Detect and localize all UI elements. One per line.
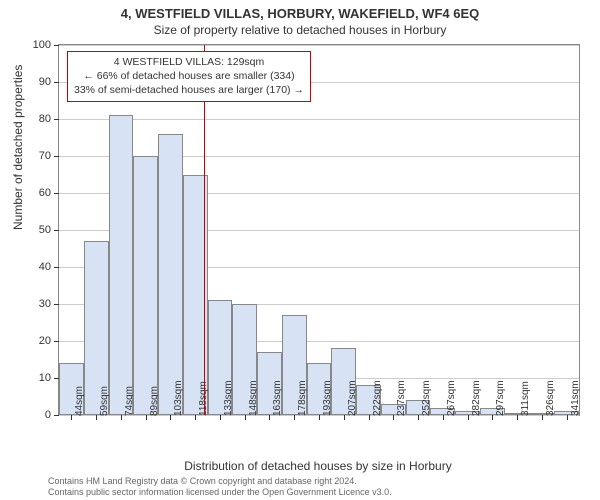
y-tick-label: 40	[39, 261, 51, 273]
callout-line: 33% of semi-detached houses are larger (…	[74, 83, 304, 97]
footer-line-2: Contains public sector information licen…	[48, 487, 392, 498]
y-tick-label: 100	[33, 39, 51, 51]
y-tick	[54, 304, 59, 305]
x-tick	[195, 415, 196, 420]
x-tick	[146, 415, 147, 420]
y-tick	[54, 230, 59, 231]
footer-line-1: Contains HM Land Registry data © Crown c…	[48, 476, 392, 487]
y-tick	[54, 156, 59, 157]
x-tick	[418, 415, 419, 420]
x-tick-label: 297sqm	[495, 380, 506, 416]
x-tick	[393, 415, 394, 420]
x-tick	[567, 415, 568, 420]
x-tick	[121, 415, 122, 420]
x-tick	[468, 415, 469, 420]
y-tick-label: 70	[39, 150, 51, 162]
x-tick	[319, 415, 320, 420]
x-tick	[245, 415, 246, 420]
x-tick	[369, 415, 370, 420]
y-tick-label: 20	[39, 335, 51, 347]
x-tick	[517, 415, 518, 420]
histogram-bar	[109, 115, 134, 415]
callout-line: ← 66% of detached houses are smaller (33…	[74, 69, 304, 83]
y-axis-title: Number of detached properties	[11, 65, 25, 230]
y-tick-label: 30	[39, 298, 51, 310]
footer-attribution: Contains HM Land Registry data © Crown c…	[48, 476, 392, 498]
x-tick	[443, 415, 444, 420]
y-tick-label: 60	[39, 187, 51, 199]
x-axis-title: Distribution of detached houses by size …	[58, 459, 578, 473]
x-tick	[220, 415, 221, 420]
y-tick	[54, 82, 59, 83]
y-tick	[54, 45, 59, 46]
x-tick-label: 311sqm	[520, 381, 531, 416]
y-tick	[54, 193, 59, 194]
x-tick	[542, 415, 543, 420]
plot-area: 010203040506070809010044sqm59sqm74sqm89s…	[58, 44, 580, 416]
grid-line	[59, 119, 579, 120]
y-tick-label: 0	[45, 409, 51, 421]
x-tick	[170, 415, 171, 420]
y-tick-label: 10	[39, 372, 51, 384]
x-tick	[269, 415, 270, 420]
histogram-bar	[158, 134, 183, 415]
x-tick	[71, 415, 72, 420]
histogram-bar	[133, 156, 158, 415]
grid-line	[59, 45, 579, 46]
y-tick	[54, 267, 59, 268]
chart-subtitle: Size of property relative to detached ho…	[0, 21, 600, 37]
y-tick	[54, 119, 59, 120]
x-tick	[492, 415, 493, 420]
y-tick-label: 50	[39, 224, 51, 236]
y-tick-label: 80	[39, 113, 51, 125]
x-tick	[294, 415, 295, 420]
y-tick-label: 90	[39, 76, 51, 88]
chart-title: 4, WESTFIELD VILLAS, HORBURY, WAKEFIELD,…	[0, 0, 600, 21]
callout-box: 4 WESTFIELD VILLAS: 129sqm← 66% of detac…	[67, 51, 311, 102]
x-tick-label: 341sqm	[570, 380, 581, 416]
y-tick	[54, 415, 59, 416]
chart-container: 4, WESTFIELD VILLAS, HORBURY, WAKEFIELD,…	[0, 0, 600, 500]
x-tick	[344, 415, 345, 420]
y-tick	[54, 341, 59, 342]
callout-line: 4 WESTFIELD VILLAS: 129sqm	[74, 55, 304, 69]
x-tick	[96, 415, 97, 420]
